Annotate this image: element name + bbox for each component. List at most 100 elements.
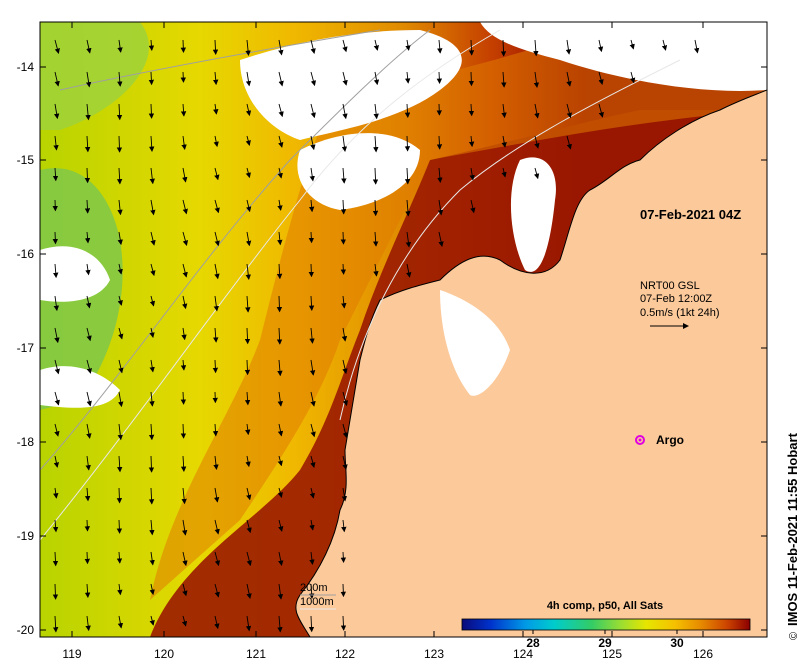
current-vector-arrow (245, 615, 252, 632)
current-vector-arrow (470, 199, 476, 214)
current-vector-arrow (180, 391, 187, 405)
current-vector-arrow (150, 231, 156, 246)
current-vector-arrow (85, 71, 92, 88)
current-vector-arrow (116, 519, 123, 534)
current-vector-arrow (278, 103, 284, 118)
current-vector-arrow (566, 71, 572, 87)
current-vector-arrow (341, 519, 347, 533)
current-vector-arrow (342, 103, 348, 120)
current-vector-arrow (148, 455, 155, 473)
current-vector-arrow (372, 199, 379, 217)
colorbar-tick-label: 30 (670, 636, 684, 650)
y-tick-label: -16 (17, 247, 35, 261)
current-vector-arrow (84, 551, 90, 565)
x-axis: 119 120 121 122 123 124 125 126 (62, 22, 713, 661)
current-vector-arrow (182, 263, 188, 278)
current-vector-arrow (52, 551, 59, 567)
cloud-patch-north (240, 30, 462, 140)
current-vector-arrow (84, 135, 91, 153)
current-vector-arrow (53, 263, 59, 279)
current-vector-arrow (342, 423, 348, 439)
x-tick-label: 125 (602, 647, 622, 661)
current-vector-arrow (406, 263, 412, 278)
current-vector-arrow (404, 103, 411, 118)
current-vector-arrow (149, 135, 155, 152)
current-vector-arrow (181, 327, 187, 341)
current-vector-arrow (310, 135, 316, 151)
current-vector-arrow (148, 71, 155, 86)
current-vector-arrow (182, 519, 188, 536)
current-vector-arrow (405, 231, 412, 248)
current-vector-arrow (468, 135, 475, 148)
current-vector-arrow (117, 615, 124, 629)
contour-1000m (40, 29, 681, 541)
current-vector-arrow (276, 327, 283, 345)
argo-float-marker[interactable] (635, 435, 645, 445)
current-vector-arrow (182, 295, 188, 310)
cloud-patch-west (40, 246, 110, 302)
colorbar-title: 4h comp, p50, All Sats (547, 600, 663, 612)
current-vector-arrow (149, 359, 155, 373)
current-vector-arrow (501, 71, 507, 88)
current-vector-arrow (84, 231, 91, 244)
current-vector-arrow (84, 519, 90, 532)
current-vector-arrow (116, 551, 123, 564)
current-vector-arrow (149, 391, 155, 407)
image-timestamp: 07-Feb-2021 04Z (640, 207, 741, 222)
current-vector-arrow (246, 583, 252, 599)
current-vector-arrow (533, 39, 539, 57)
current-vector-arrow (277, 199, 283, 211)
current-vector-arrow (246, 199, 252, 213)
current-vector-arrow (213, 135, 219, 148)
current-vector-arrow (342, 359, 348, 375)
current-vector-arrow (86, 391, 92, 407)
current-vector-arrow (149, 583, 155, 596)
current-vector-arrow (501, 135, 507, 148)
current-vector-arrow (534, 135, 540, 149)
current-vector-arrow (373, 263, 379, 277)
current-vector-arrow (245, 103, 252, 117)
credit: IMOS 11-Feb-2021 11:55 Hobart © (785, 432, 800, 640)
current-vector-arrow (54, 39, 60, 54)
current-vector-arrow (342, 391, 349, 407)
current-vector-arrow (373, 135, 379, 153)
current-vector-arrow (500, 39, 507, 57)
current-vector-arrow (53, 487, 59, 499)
y-tick-label: -19 (17, 529, 35, 543)
current-vector-arrow (148, 39, 155, 51)
current-vector-arrow (437, 39, 443, 54)
current-vector-arrow (341, 167, 347, 184)
cloud-patch-northeast (480, 22, 767, 91)
current-vector-arrow (661, 39, 668, 51)
current-vector-arrow (245, 167, 251, 179)
current-vector-arrow (310, 455, 316, 468)
current-vector-arrow (54, 359, 60, 375)
current-vector-arrow (340, 231, 347, 245)
current-vector-arrow (53, 135, 59, 151)
current-vector-arrow (565, 39, 572, 55)
current-vector-arrow (116, 487, 123, 504)
current-vector-arrow (85, 455, 91, 471)
current-vector-arrow (598, 103, 604, 118)
current-vector-arrow (244, 359, 251, 376)
current-vector-arrow (118, 327, 124, 340)
current-vector-arrow (405, 199, 411, 217)
current-legend-time: 07-Feb 12:00Z (640, 293, 712, 305)
current-vector-arrow (118, 359, 124, 374)
current-vector-arrow (436, 71, 443, 84)
current-vector-arrow (149, 295, 156, 307)
argo-label: Argo (656, 433, 684, 447)
current-vectors (52, 39, 700, 633)
current-vector-arrow (404, 167, 411, 185)
current-vector-arrow (149, 615, 155, 626)
current-vector-arrow (468, 71, 475, 87)
argo-float-center (638, 438, 642, 442)
current-vector-arrow (309, 487, 315, 499)
current-vector-arrow (117, 295, 123, 306)
current-vector-arrow (52, 519, 59, 533)
current-vector-arrow (630, 71, 636, 84)
current-vector-arrow (629, 39, 635, 50)
current-vector-arrow (117, 71, 123, 87)
current-vector-arrow (181, 487, 187, 505)
current-legend-scale: 0.5m/s (1kt 24h) (640, 307, 719, 319)
